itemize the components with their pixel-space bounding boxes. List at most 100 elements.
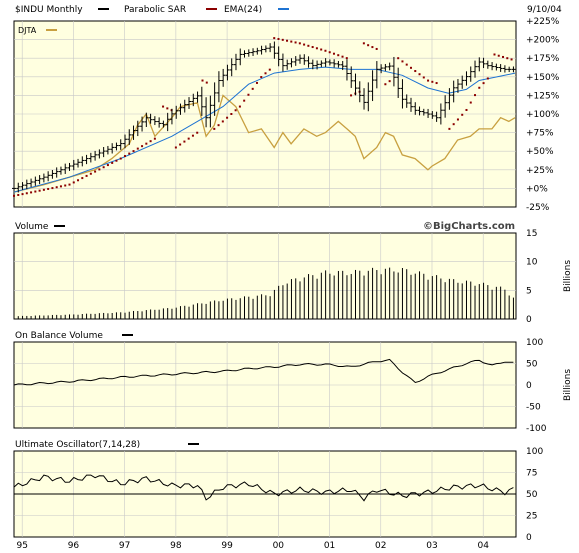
y-tick-label: 15 <box>526 229 537 239</box>
sar-dot <box>205 81 208 84</box>
sar-dot <box>405 63 408 66</box>
sar-dot <box>264 72 267 75</box>
x-axis: 95 96 97 98 99 00 01 02 03 04 <box>16 541 489 551</box>
y-tick-label: 50 <box>526 360 538 370</box>
sar-dot <box>25 192 28 195</box>
uo-title: Ultimate Oscillator(7,14,28) <box>15 440 140 450</box>
sar-dot <box>465 108 468 111</box>
y-tick-label: +150% <box>526 73 560 83</box>
sar-dot <box>42 188 45 191</box>
y-tick-label: -100 <box>526 424 547 434</box>
y-tick-label: 0 <box>526 533 532 543</box>
sar-dot <box>311 46 314 49</box>
sar-dot <box>461 113 464 116</box>
sar-dot <box>102 166 105 169</box>
sar-dot <box>277 37 280 40</box>
sar-dot <box>59 185 62 188</box>
sar-dot <box>409 66 412 69</box>
sar-dot <box>397 57 400 60</box>
y-tick-label: +100% <box>526 110 560 120</box>
sar-dot <box>111 161 114 164</box>
y-tick-label: 10 <box>526 258 538 268</box>
sar-dot <box>497 54 500 57</box>
x-tick-label: 02 <box>375 541 386 551</box>
sar-dot <box>486 77 489 80</box>
volume-y-axis: 0 5 10 15 <box>526 229 538 325</box>
djta-legend-label: DJTA <box>18 26 37 35</box>
sar-dot <box>123 155 126 158</box>
y-tick-label: -50 <box>526 403 541 413</box>
sar-dot <box>141 145 144 148</box>
sar-dot <box>371 46 374 49</box>
sar-dot <box>286 39 289 42</box>
sar-dot <box>469 101 472 104</box>
sar-dot <box>303 43 306 46</box>
sar-dot <box>345 57 348 60</box>
sar-dot <box>315 47 318 50</box>
sar-dot <box>448 127 451 130</box>
sar-dot <box>251 87 254 90</box>
sar-dot <box>294 41 297 44</box>
sar-dot <box>268 68 271 71</box>
sar-dot <box>298 42 301 45</box>
sar-dot <box>478 86 481 89</box>
sar-dot <box>474 94 477 97</box>
y-tick-label: +125% <box>526 91 560 101</box>
uo-legend-swatch <box>188 443 199 445</box>
volume-bars <box>13 267 514 319</box>
sar-dot <box>217 124 220 127</box>
sar-dot <box>115 159 118 162</box>
sar-dot <box>119 157 122 160</box>
sar-dot <box>234 109 237 112</box>
obv-unit: Billions <box>563 369 573 401</box>
sar-dot <box>30 191 33 194</box>
sar-dot <box>55 186 58 189</box>
sar-dot <box>273 37 276 40</box>
sar-dot <box>136 147 139 150</box>
price-y-axis: -25% +0% +25% +50% +75% +100% +125% +150% +175% +… <box>526 17 560 213</box>
obv-title: On Balance Volume <box>15 331 103 341</box>
sar-dot <box>38 189 41 192</box>
sar-dot <box>247 93 250 96</box>
sar-dot <box>21 193 24 196</box>
obv-grid <box>14 342 516 428</box>
djta-legend-swatch <box>46 29 57 31</box>
x-tick-label: 01 <box>324 541 335 551</box>
sar-dot <box>81 177 84 180</box>
x-tick-label: 98 <box>170 541 182 551</box>
volume-unit: Billions <box>563 260 573 292</box>
sar-dot <box>452 123 455 126</box>
y-tick-label: +25% <box>526 166 554 176</box>
sar-dot <box>51 187 54 190</box>
y-tick-label: -25% <box>526 203 550 213</box>
y-tick-label: 0 <box>526 381 532 391</box>
sar-dot <box>435 82 438 85</box>
x-tick-label: 96 <box>68 541 80 551</box>
sar-dot <box>493 53 496 56</box>
uo-y-axis: 0 25 50 75 100 <box>526 447 543 543</box>
sar-dot <box>132 150 135 153</box>
ema-label: EMA(24) <box>224 5 262 15</box>
sar-dot <box>332 52 335 55</box>
y-tick-label: 0 <box>526 315 532 325</box>
sar-dot <box>13 194 15 197</box>
sar-dot <box>128 152 131 155</box>
ema-line <box>13 66 516 193</box>
sar-dot <box>243 99 246 102</box>
x-tick-label: 95 <box>16 541 27 551</box>
sar-dot <box>414 70 417 73</box>
sar-dot <box>255 81 258 84</box>
sar-dot <box>238 105 241 108</box>
y-tick-label: 75 <box>526 469 537 479</box>
price-bars <box>12 41 516 193</box>
y-tick-label: +75% <box>526 129 554 139</box>
sar-dot <box>221 120 224 123</box>
obv-line <box>13 358 514 386</box>
y-tick-label: 25 <box>526 512 537 522</box>
sar-dot <box>422 76 425 79</box>
sar-dot <box>456 118 459 121</box>
y-tick-label: +50% <box>526 147 554 157</box>
sar-dot <box>482 82 485 85</box>
sar-dot <box>153 137 156 140</box>
